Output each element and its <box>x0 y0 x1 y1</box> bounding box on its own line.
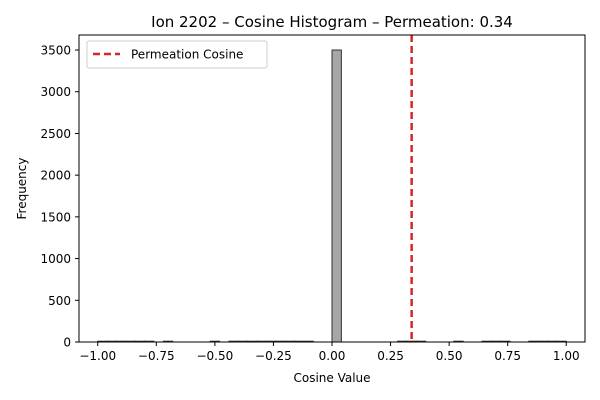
x-tick-label: 0.00 <box>319 349 346 363</box>
legend-box <box>86 40 268 69</box>
chart-title: Ion 2202 – Cosine Histogram – Permeation… <box>151 13 513 31</box>
x-tick-label: −0.25 <box>255 349 292 363</box>
y-tick-label: 2500 <box>40 127 71 141</box>
x-axis: −1.00 −0.75 −0.50 −0.25 0.00 0.25 0.50 0.75 1.00 <box>79 342 580 363</box>
y-axis: 0 500 1000 1500 2000 2500 3000 3500 <box>40 44 79 350</box>
y-tick-label: 3000 <box>40 85 71 99</box>
x-tick-label: 0.25 <box>377 349 404 363</box>
y-tick-label: 0 <box>63 336 71 350</box>
y-axis-label: Frequency <box>15 158 29 220</box>
x-tick-label: 1.00 <box>553 349 580 363</box>
y-tick-label: 1000 <box>40 252 71 266</box>
x-tick-label: −0.50 <box>196 349 233 363</box>
x-tick-label: −1.00 <box>79 349 116 363</box>
legend: Permeation Cosine <box>86 40 268 69</box>
x-axis-label: Cosine Value <box>293 371 370 385</box>
y-tick-label: 500 <box>48 294 71 308</box>
x-tick-label: −0.75 <box>138 349 175 363</box>
histogram-bar <box>331 49 342 343</box>
y-tick-label: 3500 <box>40 44 71 58</box>
x-tick-label: 0.75 <box>494 349 521 363</box>
y-tick-label: 2000 <box>40 169 71 183</box>
legend-entry-label: Permeation Cosine <box>131 48 243 62</box>
x-tick-label: 0.50 <box>436 349 463 363</box>
y-tick-label: 1500 <box>40 210 71 224</box>
